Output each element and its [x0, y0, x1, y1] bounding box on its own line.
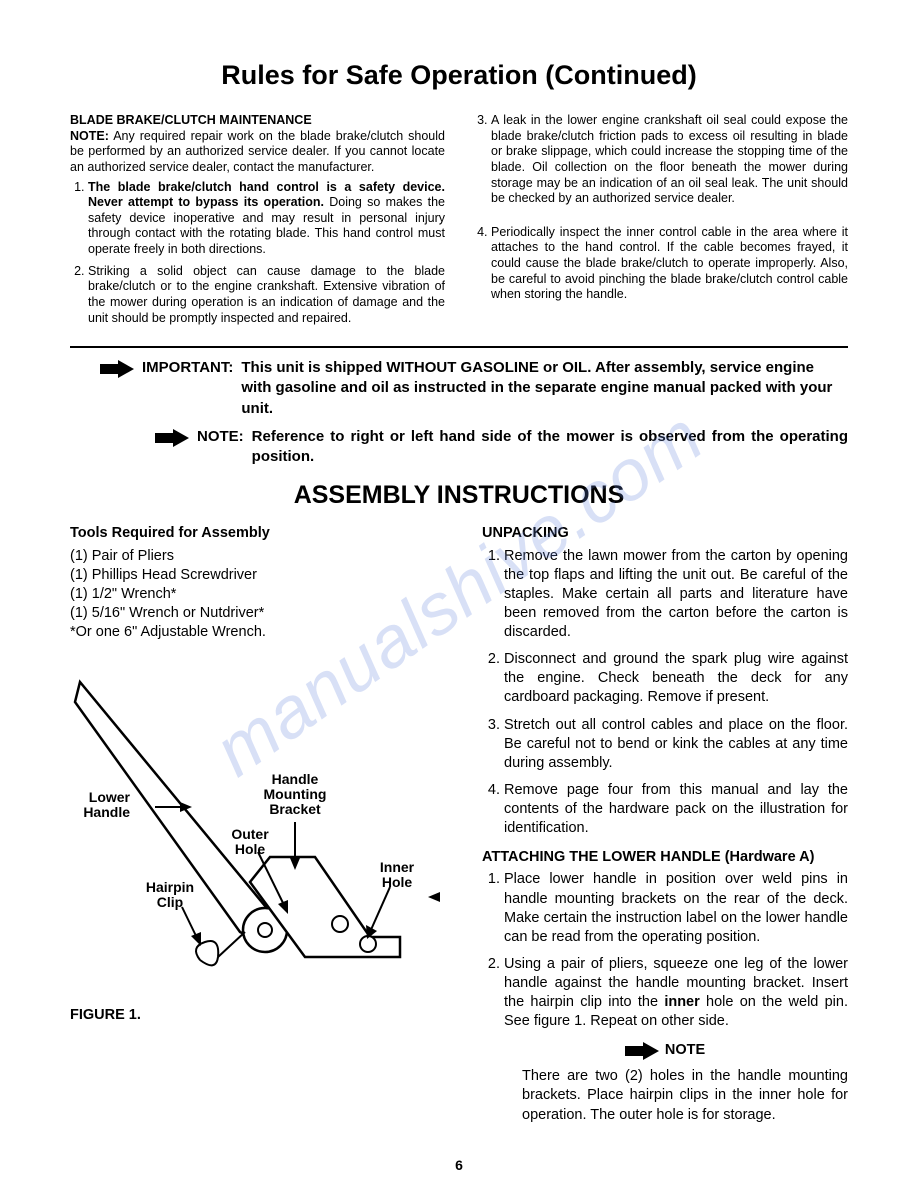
- attach-2-bold: inner: [664, 994, 699, 1010]
- maintenance-columns: BLADE BRAKE/CLUTCH MAINTENANCE NOTE: Any…: [70, 113, 848, 332]
- assembly-title: ASSEMBLY INSTRUCTIONS: [70, 481, 848, 510]
- figure-caption: FIGURE 1.: [70, 1006, 450, 1025]
- figure-1: Lower Handle Handle Mounting Bracket Out…: [70, 672, 440, 1002]
- assembly-right-col: UNPACKING Remove the lawn mower from the…: [482, 524, 848, 1125]
- maintenance-heading: BLADE BRAKE/CLUTCH MAINTENANCE: [70, 113, 445, 129]
- maintenance-right-list: A leak in the lower engine crankshaft oi…: [473, 113, 848, 303]
- tool-item: (1) Pair of Pliers: [70, 547, 450, 566]
- unpack-item: Stretch out all control cables and place…: [504, 716, 848, 773]
- note-body: Any required repair work on the blade br…: [70, 129, 445, 174]
- note-label-2: NOTE:: [197, 427, 244, 468]
- unpacking-heading: UNPACKING: [482, 524, 848, 543]
- important-body: This unit is shipped WITHOUT GASOLINE or…: [241, 358, 848, 419]
- tool-item: *Or one 6" Adjustable Wrench.: [70, 623, 450, 642]
- note3-label: NOTE: [665, 1041, 705, 1060]
- maint-item-2: Striking a solid object can cause damage…: [88, 264, 445, 327]
- fig-label-inner: Inner Hole: [372, 860, 422, 889]
- maintenance-right-col: A leak in the lower engine crankshaft oi…: [473, 113, 848, 332]
- unpacking-list: Remove the lawn mower from the carton by…: [482, 547, 848, 839]
- tool-item: (1) 5/16" Wrench or Nutdriver*: [70, 604, 450, 623]
- assembly-left-col: Tools Required for Assembly (1) Pair of …: [70, 524, 450, 1125]
- unpack-item: Remove the lawn mower from the carton by…: [504, 547, 848, 643]
- maint-item-3: A leak in the lower engine crankshaft oi…: [491, 113, 848, 207]
- tool-item: (1) 1/2" Wrench*: [70, 585, 450, 604]
- attach-item-1: Place lower handle in position over weld…: [504, 870, 848, 947]
- arrow-right-icon: [155, 429, 189, 447]
- note-callout: NOTE: Reference to right or left hand si…: [155, 427, 848, 468]
- fig-label-bracket: Handle Mounting Bracket: [250, 772, 340, 816]
- fig-label-hairpin: Hairpin Clip: [140, 880, 200, 909]
- unpack-item: Disconnect and ground the spark plug wir…: [504, 650, 848, 707]
- unpack-item: Remove page four from this manual and la…: [504, 781, 848, 838]
- maint-item-2-rest: Striking a solid object can cause damage…: [88, 264, 445, 325]
- note-label: NOTE:: [70, 129, 109, 143]
- page-title: Rules for Safe Operation (Continued): [70, 60, 848, 91]
- note3-body: There are two (2) holes in the handle mo…: [522, 1067, 848, 1126]
- fig-label-outer: Outer Hole: [225, 827, 275, 856]
- arrow-right-icon: [100, 360, 134, 378]
- arrow-right-icon: [625, 1042, 659, 1060]
- note-body-2: Reference to right or left hand side of …: [252, 427, 848, 468]
- section-divider: [70, 346, 848, 348]
- fig-label-lower-handle: Lower Handle: [70, 790, 130, 819]
- note3-header: NOTE: [482, 1041, 848, 1060]
- maint-item-1: The blade brake/clutch hand control is a…: [88, 180, 445, 258]
- page-number: 6: [455, 1157, 463, 1173]
- maintenance-note: NOTE: Any required repair work on the bl…: [70, 129, 445, 176]
- important-label: IMPORTANT:: [142, 358, 233, 419]
- tools-heading: Tools Required for Assembly: [70, 524, 450, 543]
- maint-item-4: Periodically inspect the inner control c…: [491, 225, 848, 303]
- tool-item: (1) Phillips Head Screwdriver: [70, 566, 450, 585]
- figure-1-svg: [70, 672, 440, 972]
- tools-list: (1) Pair of Pliers (1) Phillips Head Scr…: [70, 547, 450, 643]
- attach-item-2: Using a pair of pliers, squeeze one leg …: [504, 955, 848, 1032]
- assembly-columns: Tools Required for Assembly (1) Pair of …: [70, 524, 848, 1125]
- maintenance-left-list: The blade brake/clutch hand control is a…: [70, 180, 445, 327]
- attaching-list: Place lower handle in position over weld…: [482, 870, 848, 1031]
- important-callout: IMPORTANT: This unit is shipped WITHOUT …: [100, 358, 848, 419]
- attaching-heading: ATTACHING THE LOWER HANDLE (Hardware A): [482, 848, 848, 867]
- maintenance-left-col: BLADE BRAKE/CLUTCH MAINTENANCE NOTE: Any…: [70, 113, 445, 332]
